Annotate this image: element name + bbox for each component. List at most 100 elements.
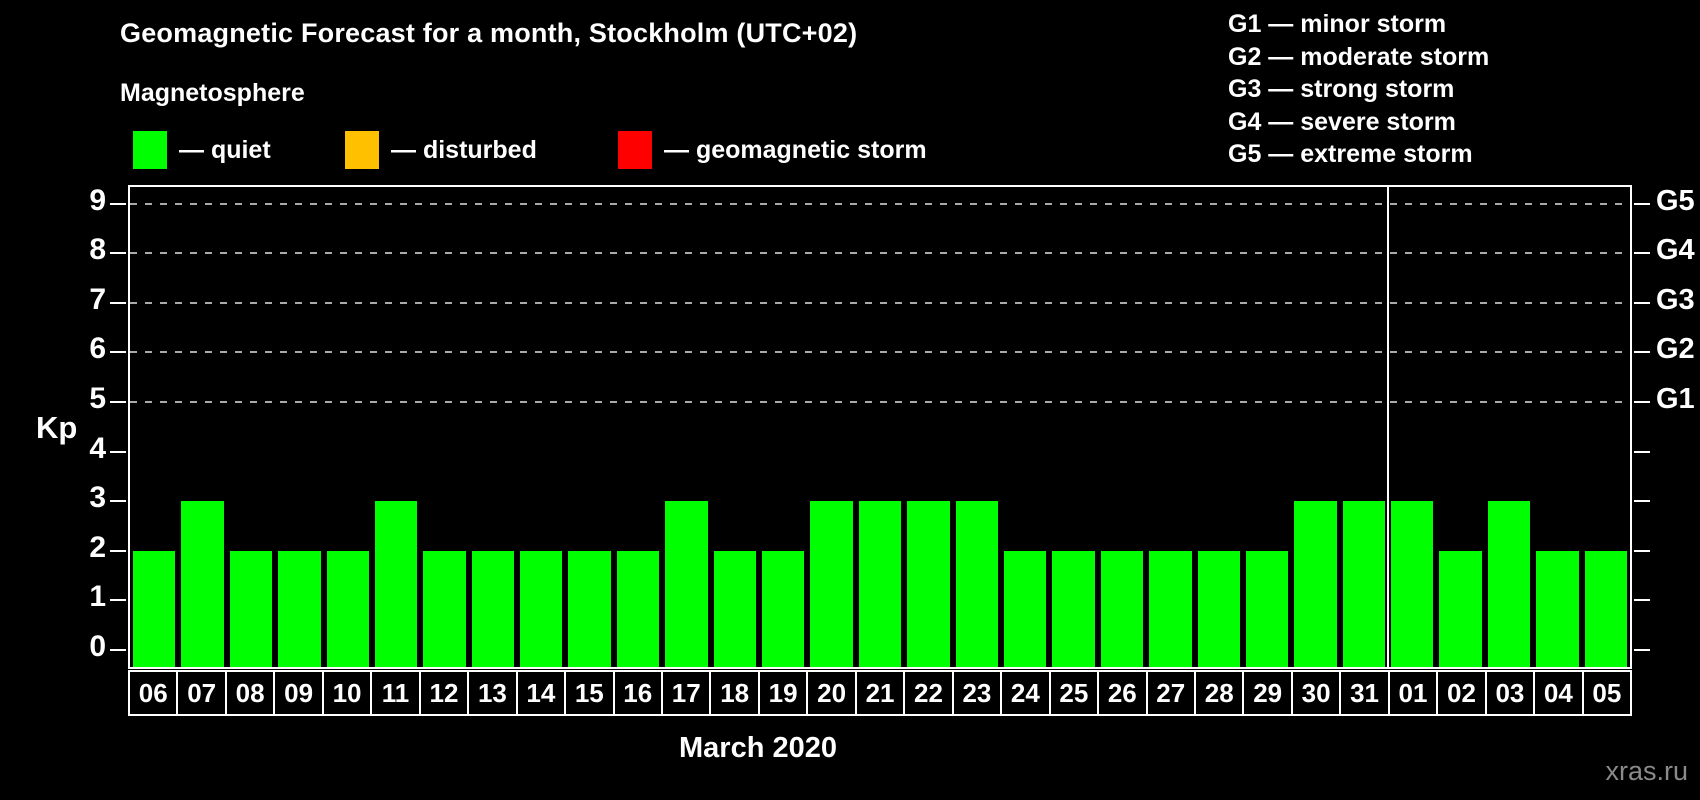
bar-day-07 <box>181 501 224 667</box>
month-separator-line <box>1387 187 1390 667</box>
day-label-08: 08 <box>224 670 276 716</box>
y-axis-label-3: 3 <box>89 481 106 515</box>
day-label-10: 10 <box>321 670 373 716</box>
y-axis-label-1: 1 <box>89 580 106 614</box>
right-axis-label-g5: G5 <box>1656 184 1695 217</box>
gridline-kp-8 <box>130 252 1630 255</box>
bar-day-25 <box>1052 550 1095 667</box>
bar-day-13 <box>471 550 515 667</box>
quiet-color-swatch <box>133 131 167 169</box>
legend-item-storm: — geomagnetic storm <box>618 131 927 169</box>
day-label-04: 04 <box>1533 670 1584 716</box>
bar-day-08 <box>229 550 273 667</box>
day-label-31: 31 <box>1339 670 1390 716</box>
y-tick-right-6 <box>1634 351 1650 354</box>
day-label-29: 29 <box>1242 670 1293 716</box>
g1-legend-line: G1 — minor storm <box>1228 10 1447 38</box>
day-label-24: 24 <box>1000 670 1051 716</box>
day-label-13: 13 <box>467 670 518 716</box>
y-tick-left-1 <box>110 599 126 602</box>
y-tick-left-3 <box>110 500 126 503</box>
day-label-25: 25 <box>1048 670 1100 716</box>
bar-day-11 <box>374 501 418 667</box>
bar-day-20 <box>810 501 853 667</box>
day-label-09: 09 <box>273 670 324 716</box>
bar-day-16 <box>616 550 660 667</box>
y-axis-label-7: 7 <box>89 282 106 316</box>
bar-day-02 <box>1439 550 1482 667</box>
bar-day-05 <box>1584 550 1627 667</box>
gridline-kp-6 <box>130 351 1630 354</box>
g-scale-legend: G1 — minor storm G2 — moderate storm G3 … <box>1228 8 1489 171</box>
g5-legend-line: G5 — extreme storm <box>1228 140 1473 168</box>
g4-legend-line: G4 — severe storm <box>1228 107 1456 136</box>
y-axis-title-kp: Kp <box>36 410 78 445</box>
bar-day-26 <box>1100 550 1144 667</box>
bar-day-28 <box>1197 550 1240 667</box>
bar-day-22 <box>907 501 950 667</box>
gridline-kp-5 <box>130 401 1630 403</box>
y-tick-right-4 <box>1634 450 1650 453</box>
day-label-19: 19 <box>757 670 809 716</box>
legend-item-disturbed: — disturbed <box>345 131 537 169</box>
g2-legend-line: G2 — moderate storm <box>1228 42 1490 71</box>
day-label-01: 01 <box>1387 670 1439 716</box>
y-tick-left-2 <box>110 549 126 552</box>
y-axis-label-4: 4 <box>89 431 106 465</box>
y-tick-left-4 <box>110 450 126 453</box>
y-tick-right-8 <box>1634 252 1650 255</box>
y-tick-right-5 <box>1634 401 1650 403</box>
bar-day-17 <box>665 501 708 667</box>
day-label-22: 22 <box>903 670 954 716</box>
legend-item-quiet: — quiet <box>133 131 271 169</box>
gridline-kp-9 <box>130 202 1630 205</box>
bar-day-19 <box>762 550 805 667</box>
bar-day-31 <box>1342 501 1386 667</box>
day-label-11: 11 <box>370 670 421 716</box>
storm-label: — geomagnetic storm <box>664 136 927 164</box>
bar-day-24 <box>1003 550 1047 667</box>
y-axis-label-0: 0 <box>89 630 106 663</box>
bar-day-12 <box>423 550 466 667</box>
day-label-16: 16 <box>612 670 663 716</box>
day-label-15: 15 <box>564 670 615 716</box>
bar-day-01 <box>1391 501 1434 667</box>
quiet-label: — quiet <box>179 136 271 164</box>
y-tick-right-0 <box>1634 649 1650 651</box>
day-label-02: 02 <box>1436 670 1487 716</box>
bar-day-09 <box>278 550 321 667</box>
right-axis-label-g2: G2 <box>1656 333 1695 366</box>
day-label-27: 27 <box>1145 670 1196 716</box>
magnetosphere-subtitle: Magnetosphere <box>120 79 305 107</box>
bar-day-21 <box>858 501 902 667</box>
day-label-12: 12 <box>418 670 470 716</box>
bar-day-29 <box>1245 550 1289 667</box>
bar-day-15 <box>568 550 611 667</box>
y-tick-left-9 <box>110 202 126 205</box>
watermark-xras: xras.ru <box>1605 756 1688 786</box>
day-label-07: 07 <box>176 670 227 716</box>
bar-day-23 <box>955 501 998 667</box>
bar-day-06 <box>133 550 176 667</box>
disturbed-color-swatch <box>345 131 379 169</box>
bar-day-27 <box>1149 550 1192 667</box>
y-tick-left-6 <box>110 351 126 354</box>
day-label-26: 26 <box>1097 670 1148 716</box>
y-tick-left-0 <box>110 649 126 651</box>
bar-day-30 <box>1294 501 1337 667</box>
bar-day-10 <box>326 550 369 667</box>
y-tick-right-2 <box>1634 549 1650 552</box>
day-label-21: 21 <box>854 670 906 716</box>
y-tick-left-8 <box>110 252 126 255</box>
y-axis-label-2: 2 <box>89 530 106 564</box>
right-axis-label-g1: G1 <box>1656 383 1695 415</box>
day-label-03: 03 <box>1484 670 1536 716</box>
bar-day-04 <box>1536 550 1579 667</box>
day-label-28: 28 <box>1193 670 1245 716</box>
y-axis-label-9: 9 <box>89 183 106 217</box>
gridline-kp-7 <box>130 301 1630 304</box>
x-axis-day-labels: 06 07 08 09 10 11 12 13 14 15 16 17 18 19 20 21 22 23 24 25… <box>128 670 1633 716</box>
plot-area <box>128 185 1632 669</box>
day-label-23: 23 <box>951 670 1003 716</box>
